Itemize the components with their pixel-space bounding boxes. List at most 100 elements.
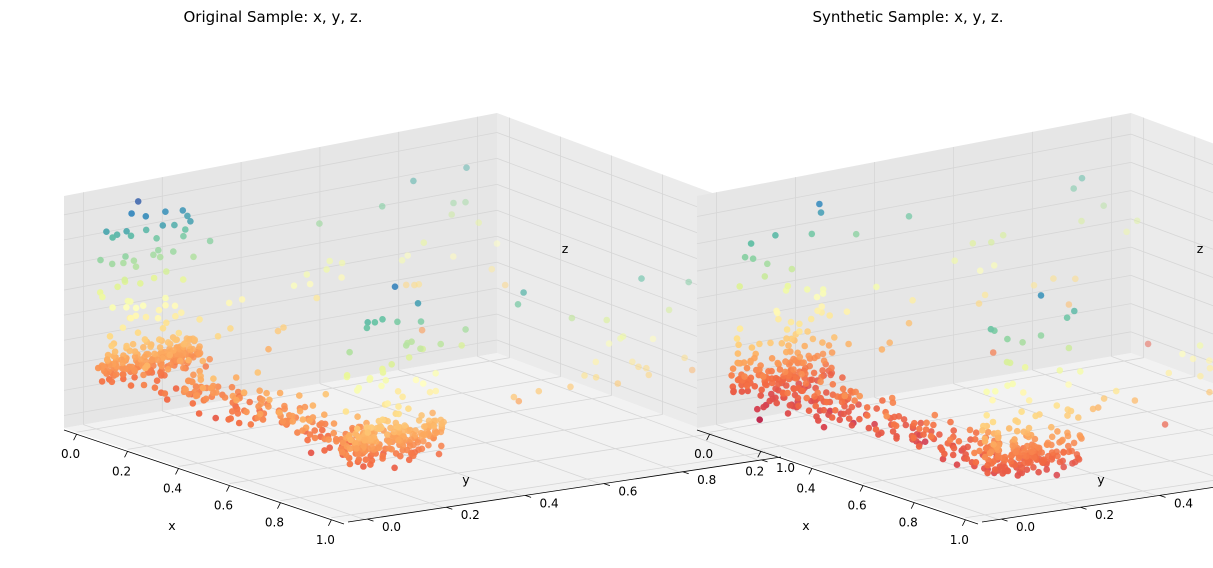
data-point	[326, 444, 334, 452]
data-point	[306, 431, 314, 438]
data-point	[863, 404, 871, 411]
data-point	[756, 416, 763, 424]
data-point	[134, 198, 142, 205]
data-point	[399, 393, 406, 401]
data-point	[326, 257, 334, 265]
data-point	[910, 434, 917, 442]
data-point	[234, 410, 242, 417]
data-point	[1064, 406, 1072, 413]
data-point	[420, 239, 428, 246]
data-point	[782, 358, 789, 365]
data-point	[886, 339, 893, 347]
data-point	[1048, 433, 1056, 441]
data-point	[751, 383, 759, 390]
data-point	[420, 437, 427, 445]
data-point	[429, 409, 436, 417]
data-point	[131, 348, 139, 355]
data-point	[438, 420, 445, 428]
data-point	[161, 390, 169, 397]
data-point	[1070, 185, 1077, 192]
data-point	[893, 435, 900, 442]
data-point	[999, 454, 1006, 462]
y-tick	[367, 518, 374, 522]
data-point	[191, 336, 199, 344]
data-point	[402, 342, 410, 349]
data-point	[182, 386, 189, 393]
data-point	[384, 431, 391, 438]
data-point	[991, 466, 999, 473]
data-point	[1012, 448, 1019, 456]
chart-title: Original Sample: x, y, z.	[184, 8, 363, 26]
data-point	[304, 436, 311, 444]
data-point	[765, 368, 772, 375]
data-point	[783, 335, 790, 342]
data-point	[645, 371, 653, 379]
y-tick	[761, 459, 768, 463]
data-point	[232, 374, 240, 381]
data-point	[619, 333, 627, 340]
data-point	[246, 398, 253, 406]
data-point	[196, 316, 203, 323]
data-point	[418, 432, 426, 440]
data-point	[1064, 432, 1072, 440]
data-point	[1032, 412, 1039, 420]
data-point	[1045, 452, 1052, 460]
data-point	[1179, 350, 1186, 358]
data-point	[1019, 339, 1026, 346]
data-point	[421, 423, 428, 430]
grid-line	[280, 432, 714, 502]
data-point	[405, 456, 413, 464]
data-point	[875, 431, 882, 438]
grid-line	[63, 183, 498, 266]
data-point	[154, 314, 162, 322]
data-point	[418, 326, 426, 334]
data-point	[418, 412, 425, 419]
data-point	[967, 436, 974, 443]
data-point	[280, 324, 287, 331]
data-point	[994, 453, 1001, 461]
data-point	[155, 306, 163, 314]
data-point	[819, 350, 827, 358]
data-point	[404, 252, 412, 259]
data-point	[407, 436, 415, 443]
data-point	[108, 378, 116, 386]
data-point	[979, 427, 986, 434]
data-point	[747, 240, 755, 247]
x-axis-label: x	[802, 518, 809, 533]
data-point	[614, 380, 622, 387]
data-point	[927, 432, 935, 440]
data-point	[820, 357, 828, 365]
data-point	[804, 328, 811, 335]
data-point	[172, 336, 179, 344]
data-point	[790, 366, 797, 373]
data-point	[162, 208, 169, 215]
data-point	[916, 425, 923, 433]
data-point	[786, 402, 794, 409]
data-point	[214, 333, 222, 340]
data-point	[685, 278, 692, 286]
data-point	[999, 470, 1006, 477]
data-point	[778, 340, 786, 347]
data-point	[1065, 381, 1072, 388]
data-point	[643, 364, 650, 372]
data-point	[975, 300, 983, 307]
grid-line	[760, 376, 1195, 450]
data-point	[1048, 423, 1055, 431]
data-point	[1054, 428, 1061, 435]
data-point	[108, 342, 115, 350]
data-point	[184, 212, 191, 220]
synthetic-sample-panel: Synthetic Sample: x, y, z. 0.0 0.2 0.4 0.6 0…	[694, 8, 1213, 547]
data-point	[734, 359, 741, 367]
data-point	[820, 406, 828, 414]
data-point	[1089, 405, 1097, 413]
data-point	[180, 364, 187, 372]
data-point	[368, 424, 375, 431]
data-point	[831, 334, 838, 341]
data-point	[124, 297, 132, 305]
data-point	[178, 309, 185, 317]
data-point	[1015, 454, 1023, 462]
data-point	[834, 393, 841, 400]
data-point	[856, 392, 863, 400]
data-point	[155, 246, 162, 254]
x-tick-label: 1.0	[950, 533, 969, 547]
